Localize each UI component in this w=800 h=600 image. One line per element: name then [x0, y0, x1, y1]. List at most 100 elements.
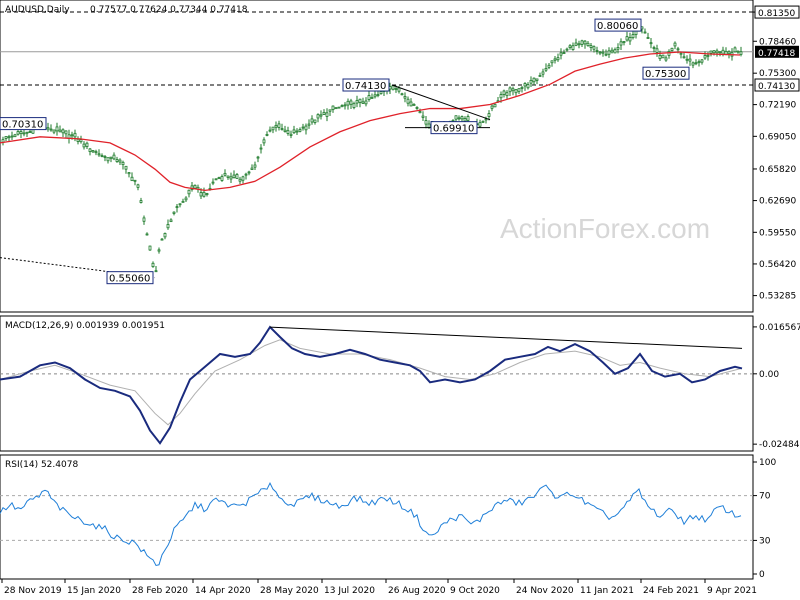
- candle-body: [412, 104, 416, 106]
- candle-body: [319, 114, 323, 117]
- candle-body: [670, 47, 674, 52]
- level-price-tag-label: 0.74130: [758, 82, 795, 92]
- candle-body: [583, 40, 587, 45]
- candle-body: [247, 171, 251, 174]
- candle-body: [415, 107, 419, 109]
- candle-body: [613, 49, 617, 54]
- candle-body: [313, 119, 317, 123]
- candle-body: [652, 47, 656, 49]
- price-y-tick-label: 0.62690: [759, 197, 796, 207]
- x-tick-label: 24 Nov 2020: [516, 586, 574, 596]
- price-label-box: [430, 121, 478, 135]
- candle-body: [286, 130, 290, 134]
- candle-body: [463, 118, 467, 122]
- candle-body: [211, 181, 215, 184]
- candle-body: [529, 79, 533, 84]
- candle-body: [688, 58, 692, 62]
- candle-body: [568, 45, 572, 48]
- rsi-pane-title: RSI(14) 52.4078: [5, 460, 78, 470]
- candle-body: [379, 91, 383, 95]
- candle-body: [250, 167, 254, 170]
- macd-layer: [0, 325, 753, 445]
- current-price-tag-label: 0.77418: [758, 49, 795, 59]
- candle-body: [586, 42, 590, 47]
- price-label: 0.74130: [345, 81, 386, 92]
- x-tick-label: 15 Jan 2020: [67, 586, 121, 596]
- candle-body: [244, 173, 248, 176]
- price-y-tick-label: 0.72190: [759, 101, 796, 111]
- macd-pane-title: MACD(12,26,9) 0.001939 0.001951: [5, 321, 165, 331]
- candle-body: [298, 129, 302, 132]
- macd-divergence-trendline: [269, 326, 743, 349]
- candle-body: [574, 42, 578, 46]
- candle-body: [466, 116, 470, 121]
- candle-body: [19, 131, 23, 135]
- level-price-tag: [754, 5, 800, 19]
- x-tick-label: 28 Feb 2020: [132, 586, 188, 596]
- price-y-tick-label: 0.78460: [759, 37, 796, 47]
- candle-body: [727, 51, 731, 55]
- x-tick-label: 13 Jul 2020: [324, 586, 375, 596]
- candle-body: [241, 176, 245, 181]
- candle-body: [316, 114, 320, 119]
- candle-body: [721, 49, 725, 55]
- rsi-pane-frame[interactable]: [0, 454, 754, 580]
- candle-body: [685, 58, 689, 61]
- candle-body: [373, 94, 377, 98]
- candle-body: [304, 125, 308, 131]
- candle-body: [481, 120, 485, 123]
- candle-body: [232, 174, 236, 179]
- rsi-y-tick-label: 0: [759, 570, 765, 580]
- candle-body: [52, 129, 56, 133]
- candle-body: [601, 51, 605, 54]
- candle-body: [364, 100, 368, 105]
- candle-body: [346, 100, 350, 106]
- candle-body: [163, 233, 167, 238]
- candle-body: [673, 42, 677, 47]
- macd-pane-frame[interactable]: [0, 315, 754, 452]
- x-tick-label: 28 May 2020: [260, 586, 319, 596]
- candle-body: [340, 105, 344, 108]
- candle-body: [547, 64, 551, 68]
- candle-body: [301, 126, 305, 129]
- macd-main-line: [0, 325, 743, 445]
- level-price-tag-label: 0.81350: [758, 9, 795, 19]
- candle-body: [508, 87, 512, 93]
- candle-body: [658, 55, 662, 60]
- candle-body: [517, 88, 521, 92]
- candle-body: [511, 88, 515, 92]
- price-y-tick-label: 0.53285: [759, 292, 796, 302]
- price-label: 0.75300: [645, 69, 686, 80]
- candle-body: [166, 224, 170, 229]
- candle-body: [493, 103, 497, 108]
- triangle-upper-trendline: [391, 84, 491, 121]
- candle-body: [409, 101, 413, 107]
- candle-body: [118, 159, 122, 163]
- candle-body: [577, 43, 581, 46]
- candle-body: [64, 130, 68, 135]
- candle-body: [499, 94, 503, 99]
- candle-body: [556, 57, 560, 61]
- price-pane-frame[interactable]: [0, 0, 754, 313]
- candle-body: [700, 59, 704, 63]
- current-price-tag: [755, 45, 799, 58]
- candle-body: [460, 116, 464, 120]
- candle-body: [292, 129, 296, 134]
- x-tick-label: 26 Aug 2020: [388, 586, 446, 596]
- candle-body: [592, 46, 596, 50]
- candle-body: [679, 52, 683, 55]
- price-label: 0.69910: [433, 124, 474, 135]
- candle-body: [664, 57, 668, 61]
- candle-body: [655, 48, 659, 53]
- candle-body: [271, 126, 275, 131]
- candle-body: [82, 143, 86, 148]
- x-tick-label: 11 Jan 2021: [580, 586, 634, 596]
- candle-body: [355, 100, 359, 104]
- candle-body: [202, 191, 206, 197]
- candle-body: [424, 120, 428, 125]
- candle-body: [76, 138, 80, 142]
- x-tick-label: 9 Oct 2020: [450, 586, 500, 596]
- candle-body: [199, 192, 203, 197]
- candle-body: [367, 95, 371, 100]
